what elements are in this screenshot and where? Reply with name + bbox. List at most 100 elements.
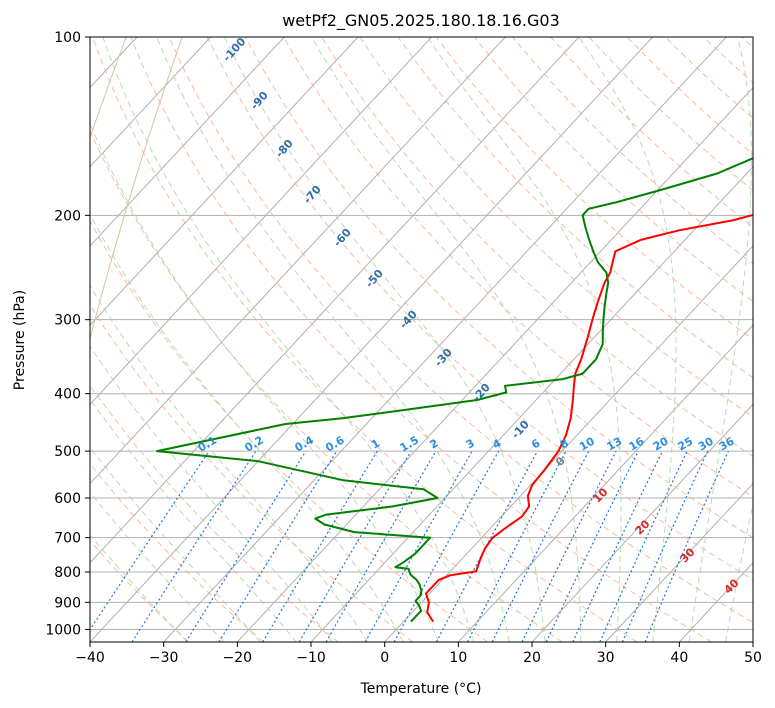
moist-adiabat-line: [156, 37, 510, 642]
x-axis-label: Temperature (°C): [360, 681, 482, 697]
moist-adiabat-line: [311, 37, 582, 642]
dry-adiabat-line: [283, 37, 753, 498]
dry-adiabat-line: [90, 462, 264, 642]
moist-adiabat-label: 0: [553, 454, 568, 469]
mixing-ratio-line: [393, 450, 500, 642]
mixing-ratio-line: [218, 450, 338, 642]
mixing-ratio-label: 3: [464, 437, 477, 452]
y-tick-label: 200: [54, 208, 81, 224]
dry-adiabat-label: -100: [220, 35, 248, 64]
moist-adiabat-line: [725, 501, 753, 642]
mixing-ratio-line: [599, 450, 688, 642]
x-tick-label: 40: [670, 650, 688, 666]
dry-adiabat-line: [435, 37, 753, 340]
dry-adiabat-label: -10: [509, 418, 532, 442]
dry-adiabat-line: [168, 37, 753, 624]
mixing-ratio-label: 6: [529, 436, 542, 451]
dewpoint-profile-line: [156, 157, 753, 623]
dry-adiabat-line: [474, 37, 753, 302]
isotherm-line: [0, 37, 63, 642]
isotherm-line: [163, 37, 727, 642]
dry-adiabat-label: -70: [301, 183, 324, 207]
mixing-ratio-line: [185, 450, 307, 642]
x-tick-label: −10: [296, 650, 326, 666]
mixing-ratio-line: [545, 450, 639, 642]
moist-adiabat-line: [578, 37, 677, 642]
dry-adiabat-line: [90, 384, 339, 642]
dry-adiabat-line: [92, 37, 638, 642]
x-tick-label: 10: [449, 650, 467, 666]
x-tick-label: 0: [380, 650, 389, 666]
x-tick-label: 50: [744, 650, 762, 666]
mixing-ratio-line: [491, 450, 590, 642]
dry-adiabat-line: [90, 539, 190, 642]
moist-adiabat-line: [90, 446, 261, 642]
dry-adiabat-label: -90: [248, 89, 271, 113]
moist-adiabat-line: [90, 284, 369, 642]
isotherm-line: [90, 37, 654, 642]
y-tick-label: 1000: [45, 622, 81, 638]
moist-adiabat-label: 30: [678, 545, 698, 565]
moist-adiabat-line: [90, 491, 225, 642]
curved-reference-line: [0, 37, 70, 642]
y-tick-label: 500: [54, 444, 81, 460]
temperature-profile-line: [425, 213, 753, 623]
dry-adiabat-line: [90, 304, 414, 642]
mixing-ratio-line: [90, 450, 210, 631]
dry-adiabat-line: [512, 37, 753, 265]
mixing-ratio-line: [262, 450, 378, 642]
y-axis-label: Pressure (hPa): [12, 290, 28, 390]
isotherm-line: [457, 324, 753, 642]
x-tick-label: 20: [523, 650, 541, 666]
isotherm-line: [752, 641, 753, 642]
moist-adiabat-label: 10: [591, 485, 611, 505]
dry-adiabat-line: [359, 37, 753, 418]
moist-adiabat-line: [90, 122, 439, 642]
y-tick-label: 800: [54, 565, 81, 581]
dry-adiabat-line: [244, 37, 753, 539]
isotherm-line: [236, 86, 753, 642]
mixing-ratio-line: [298, 450, 412, 642]
curved-reference-line: [90, 37, 183, 341]
mixing-ratio-label: 2: [428, 437, 441, 452]
moist-adiabat-line: [90, 398, 297, 642]
isotherm-line: [384, 245, 753, 642]
moist-adiabat-line: [688, 37, 752, 642]
y-tick-label: 700: [54, 531, 81, 547]
isotherm-line: [90, 37, 285, 247]
mixing-ratio-line: [131, 450, 257, 642]
dry-adiabat-line: [90, 219, 488, 642]
mixing-ratio-line: [572, 450, 664, 642]
moist-adiabat-line: [90, 213, 404, 642]
dry-adiabat-line: [90, 129, 563, 642]
isotherm-line: [90, 37, 506, 485]
mixing-ratio-line: [435, 450, 539, 642]
y-tick-label: 100: [54, 30, 81, 46]
isotherm-line: [90, 37, 359, 326]
x-tick-label: −30: [149, 650, 179, 666]
isotherm-line: [605, 482, 753, 642]
dry-adiabat-line: [741, 37, 753, 48]
dry-adiabat-label: -80: [273, 137, 296, 161]
dry-adiabat-line: [206, 37, 753, 581]
x-tick-label: 30: [597, 650, 615, 666]
dry-adiabat-label: -60: [331, 226, 354, 250]
dry-adiabat-label: -40: [397, 308, 420, 332]
isotherm-line: [310, 165, 753, 642]
y-tick-label: 300: [54, 313, 81, 329]
dry-adiabat-line: [321, 37, 753, 457]
x-tick-label: −20: [223, 650, 253, 666]
y-tick-label: 600: [54, 491, 81, 507]
isotherm-line: [531, 403, 753, 642]
y-tick-label: 900: [54, 595, 81, 611]
moist-adiabat-line: [90, 345, 333, 642]
moist-adiabat-line: [223, 37, 546, 642]
plot-frame: [89, 36, 754, 643]
isotherm-line: [90, 37, 433, 406]
y-tick-label: 400: [54, 387, 81, 403]
dry-adiabat-line: [130, 37, 712, 642]
mixing-ratio-line: [521, 450, 617, 642]
moist-adiabat-label: 20: [633, 517, 653, 537]
chart-title: wetPf2_GN05.2025.180.18.16.G03: [282, 11, 560, 31]
